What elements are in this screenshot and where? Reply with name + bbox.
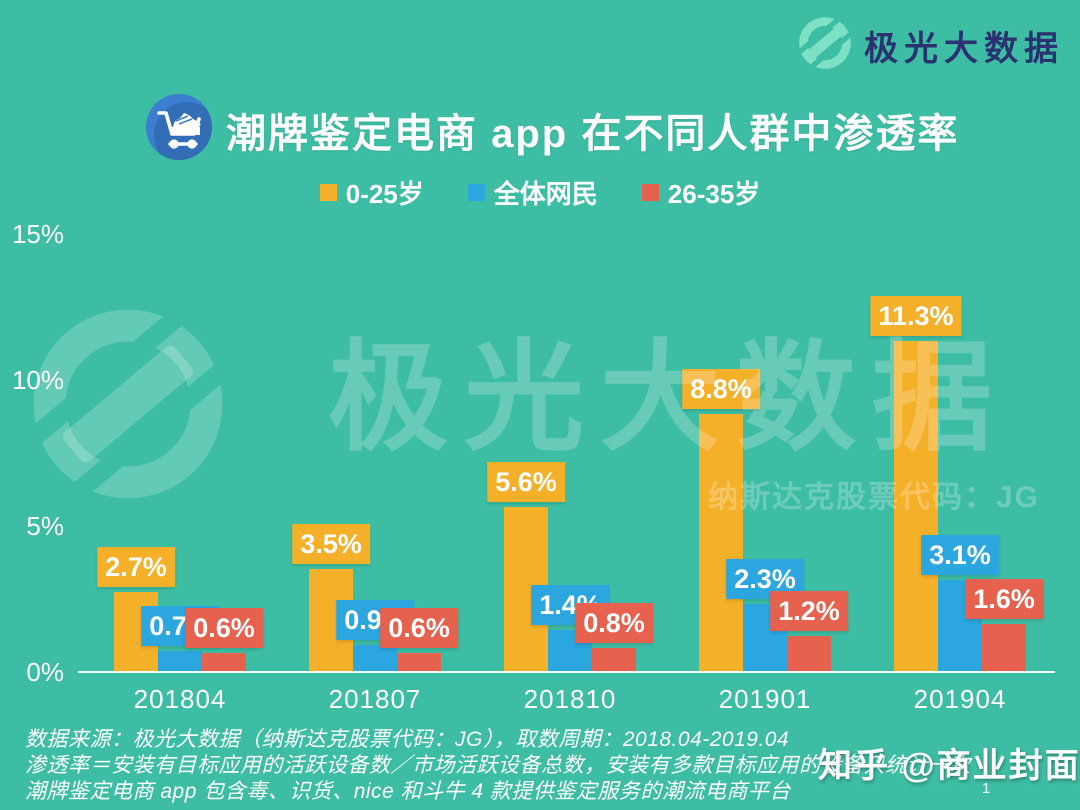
y-axis-tick-label: 15%	[11, 219, 64, 249]
bar-value-label: 1.6%	[965, 579, 1043, 619]
bar-value-label: 0.8%	[575, 603, 653, 643]
bar-value-label: 3.5%	[292, 524, 370, 564]
bar-value-label: 8.8%	[682, 369, 760, 409]
footer-note-line: 渗透率＝安装有目标应用的活跃设备数／市场活跃设备总数，安装有多款目标应用的设备只…	[25, 754, 971, 777]
page-number: 1	[982, 780, 991, 797]
brand-logo: 极光大数据	[792, 13, 1064, 77]
bar-201810-series-2	[592, 648, 636, 671]
bar-value-label: 0.6%	[380, 608, 458, 648]
x-axis-line	[78, 671, 1055, 673]
bar-201901-series-2	[787, 636, 831, 671]
bar-value-label: 5.6%	[487, 462, 565, 502]
footer-note-line: 潮牌鉴定电商 app 包含毒、识货、nice 和斗牛 4 款提供鉴定服务的潮流电…	[25, 780, 791, 803]
bar-value-label: 0.6%	[185, 608, 263, 648]
chart-title-row: 潮牌鉴定电商 app 在不同人群中渗透率	[146, 94, 959, 165]
legend-label: 26-35岁	[667, 179, 761, 209]
credit-watermark: 知乎 @商业封面	[818, 747, 1080, 785]
bar-201904-series-0	[894, 341, 938, 671]
legend-item-2: 26-35岁	[641, 174, 761, 211]
legend-item-1: 全体网民	[467, 174, 598, 211]
legend-swatch-icon	[641, 184, 659, 201]
bar-201804-series-1	[158, 651, 202, 671]
bar-201807-series-1	[353, 645, 397, 671]
footer-notes: 数据来源：极光大数据（纳斯达克股票代码：JG），取数周期：2018.04-201…	[25, 727, 971, 805]
brand-name: 极光大数据	[864, 30, 1064, 68]
x-axis-category-label: 201804	[133, 684, 227, 714]
x-axis-category-label: 201807	[328, 684, 422, 714]
legend-label: 全体网民	[493, 179, 598, 209]
x-axis-category-label: 201901	[718, 684, 812, 714]
chart-legend: 0-25岁 全体网民 26-35岁	[0, 174, 1080, 211]
bar-201807-series-2	[397, 653, 441, 671]
legend-item-0: 0-25岁	[319, 174, 424, 211]
legend-swatch-icon	[467, 184, 485, 201]
legend-label: 0-25岁	[345, 179, 424, 209]
jiguang-logo-icon	[792, 13, 858, 77]
bar-value-label: 1.2%	[770, 591, 848, 631]
x-axis-category-label: 201810	[523, 684, 617, 714]
x-axis-category-label: 201904	[913, 684, 1007, 714]
legend-swatch-icon	[319, 184, 337, 201]
page-title: 潮牌鉴定电商 app 在不同人群中渗透率	[226, 111, 960, 156]
footer-note-line: 数据来源：极光大数据（纳斯达克股票代码：JG），取数周期：2018.04-201…	[25, 728, 790, 751]
bar-201901-series-0	[699, 414, 743, 671]
bar-201904-series-2	[982, 624, 1026, 671]
bar-value-label: 2.7%	[97, 547, 175, 587]
sneaker-cart-icon	[146, 94, 212, 165]
bar-value-label: 3.1%	[921, 535, 999, 575]
bar-201804-series-2	[202, 653, 246, 671]
y-axis-tick-label: 5%	[26, 511, 64, 541]
bar-value-label: 11.3%	[870, 296, 962, 336]
y-axis-tick-label: 10%	[11, 365, 64, 395]
y-axis-tick-label: 0%	[26, 657, 64, 687]
